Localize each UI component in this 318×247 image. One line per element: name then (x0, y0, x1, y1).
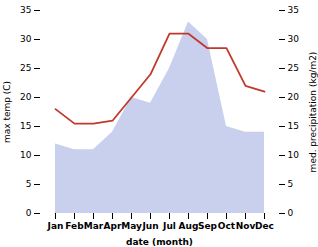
svg-text:25: 25 (288, 63, 299, 73)
svg-text:0: 0 (26, 208, 32, 218)
svg-text:30: 30 (20, 34, 32, 44)
svg-text:Aug: Aug (179, 221, 199, 231)
svg-text:20: 20 (20, 92, 32, 102)
svg-text:date (month): date (month) (126, 237, 193, 247)
svg-text:0: 0 (288, 208, 294, 218)
svg-text:Jun: Jun (141, 221, 158, 231)
svg-text:35: 35 (288, 5, 299, 15)
svg-text:25: 25 (20, 63, 31, 73)
svg-text:med. precipitation (kg/m2): med. precipitation (kg/m2) (308, 52, 318, 173)
svg-text:5: 5 (288, 179, 294, 189)
svg-text:15: 15 (288, 121, 299, 131)
svg-text:Dec: Dec (255, 221, 274, 231)
svg-text:Sep: Sep (198, 221, 218, 231)
svg-text:10: 10 (288, 150, 300, 160)
svg-text:Jul: Jul (162, 221, 176, 231)
svg-text:Apr: Apr (104, 221, 122, 231)
svg-text:Nov: Nov (236, 221, 256, 231)
svg-text:15: 15 (20, 121, 31, 131)
svg-text:Jan: Jan (47, 221, 64, 231)
svg-text:Feb: Feb (65, 221, 84, 231)
svg-text:Mar: Mar (84, 221, 104, 231)
svg-text:5: 5 (26, 179, 32, 189)
svg-text:30: 30 (288, 34, 300, 44)
svg-text:10: 10 (20, 150, 32, 160)
svg-text:Oct: Oct (218, 221, 236, 231)
svg-text:May: May (121, 221, 142, 231)
svg-text:20: 20 (288, 92, 300, 102)
svg-text:max temp (C): max temp (C) (2, 81, 12, 143)
svg-text:35: 35 (20, 5, 31, 15)
